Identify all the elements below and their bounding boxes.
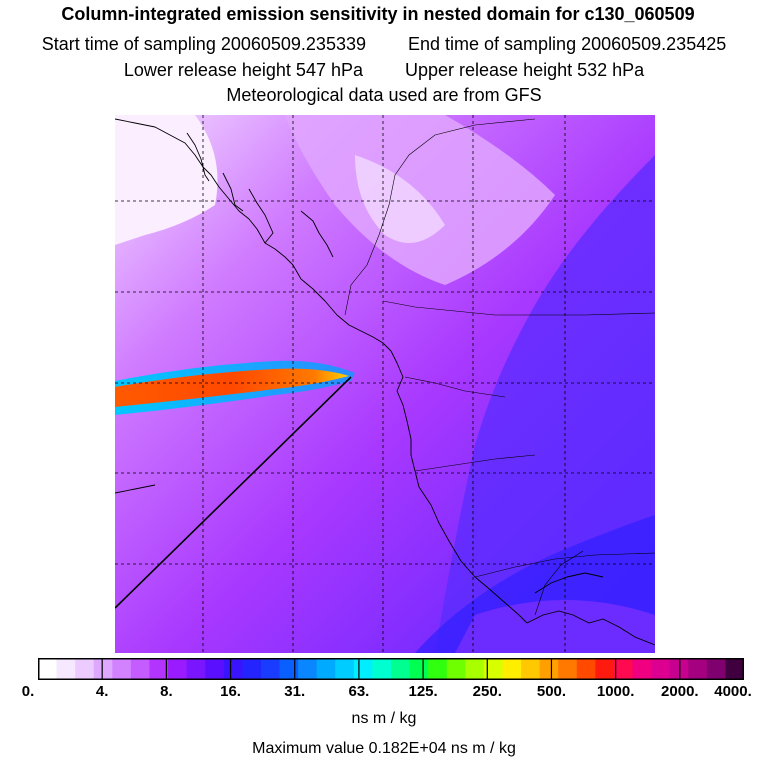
colorbar-swatch bbox=[558, 658, 578, 680]
colorbar-swatch bbox=[632, 658, 652, 680]
colorbar-swatch bbox=[502, 658, 522, 680]
colorbar-swatch bbox=[149, 658, 169, 680]
colorbar-swatch bbox=[651, 658, 671, 680]
colorbar-tick-label: 16. bbox=[220, 683, 241, 700]
colorbar-tick-label: 250. bbox=[472, 683, 502, 700]
map-title: Column-integrated emission sensitivity i… bbox=[61, 4, 695, 24]
northeast-blue-band bbox=[435, 155, 655, 653]
colorbar-swatch bbox=[38, 658, 58, 680]
colorbar-tick-label: 4. bbox=[95, 683, 109, 700]
colorbar-tick-label: 2000. bbox=[661, 683, 699, 700]
colorbar-tick-label: 31. bbox=[284, 683, 306, 700]
colorbar-swatch bbox=[706, 658, 726, 680]
max-value-label: Maximum value 0.182E+04 ns m / kg bbox=[252, 740, 516, 757]
colorbar-swatch bbox=[446, 658, 466, 680]
emission-sensitivity-map bbox=[115, 115, 655, 653]
colorbar-swatch bbox=[130, 658, 150, 680]
units-label: ns m / kg bbox=[351, 710, 417, 727]
colorbar-swatch bbox=[112, 658, 132, 680]
start-time-label: Start time of sampling 20060509.235339 bbox=[41, 34, 366, 54]
colorbar-swatch bbox=[93, 658, 113, 680]
colorbar-swatch bbox=[205, 658, 225, 680]
colorbar-swatch bbox=[409, 658, 429, 680]
colorbar-tick-label: 500. bbox=[536, 683, 567, 700]
colorbar-swatch bbox=[56, 658, 76, 680]
colorbar-swatch bbox=[391, 658, 411, 680]
colorbar-swatch bbox=[613, 658, 634, 680]
colorbar-swatch bbox=[242, 658, 262, 680]
colorbar-frame bbox=[38, 658, 744, 680]
colorbar-swatch bbox=[279, 658, 299, 680]
colorbar-tick-label: 0. bbox=[21, 683, 35, 700]
colorbar-swatch bbox=[521, 658, 541, 680]
colorbar-tick-label: 4000. bbox=[714, 683, 752, 700]
colorbar-swatch bbox=[75, 658, 95, 680]
diagonal-light-core bbox=[355, 155, 445, 243]
colorbar-swatch bbox=[576, 658, 596, 680]
release-heights: Lower release height 547 hPa Upper releas… bbox=[0, 60, 768, 81]
colorbar-swatch bbox=[725, 658, 744, 680]
colorbar-swatch bbox=[483, 658, 503, 680]
colorbar-swatch bbox=[335, 658, 355, 680]
south-coastal-band bbox=[455, 600, 655, 653]
colorbar-swatch bbox=[168, 658, 188, 680]
colorbar-tick-label: 125. bbox=[408, 683, 438, 700]
political-boundaries bbox=[344, 118, 655, 616]
colorbar-tick-label: 63. bbox=[348, 683, 370, 700]
colorbar-swatch bbox=[186, 658, 206, 680]
colorbar-swatch bbox=[539, 658, 559, 680]
colorbar-swatch bbox=[353, 658, 373, 680]
northwest-low-band bbox=[115, 115, 218, 245]
lower-release-label: Lower release height 547 hPa bbox=[123, 60, 363, 80]
colorbar-swatch bbox=[298, 658, 318, 680]
met-data-label: Meteorological data used are from GFS bbox=[226, 85, 542, 105]
colorbar-tick-label: 8. bbox=[160, 683, 173, 700]
colorbar bbox=[38, 658, 744, 680]
colorbar-swatch bbox=[595, 658, 615, 680]
colorbar-swatch bbox=[260, 658, 281, 680]
end-time-label: End time of sampling 20060509.235425 bbox=[408, 34, 727, 54]
plume-core bbox=[115, 368, 349, 407]
colorbar-swatch bbox=[316, 658, 336, 680]
colorbar-swatch bbox=[428, 658, 448, 680]
sampling-times: Start time of sampling 20060509.235339 En… bbox=[0, 34, 768, 55]
coastline bbox=[115, 118, 655, 646]
colorbar-swatch bbox=[465, 658, 485, 680]
flight-track bbox=[115, 376, 352, 609]
colorbar-swatch bbox=[223, 658, 243, 680]
colorbar-swatch bbox=[688, 658, 708, 680]
upper-release-label: Upper release height 532 hPa bbox=[405, 60, 645, 80]
grid-lines bbox=[115, 115, 655, 653]
colorbar-swatch bbox=[372, 658, 392, 680]
colorbar-tick-label: 1000. bbox=[596, 683, 635, 700]
